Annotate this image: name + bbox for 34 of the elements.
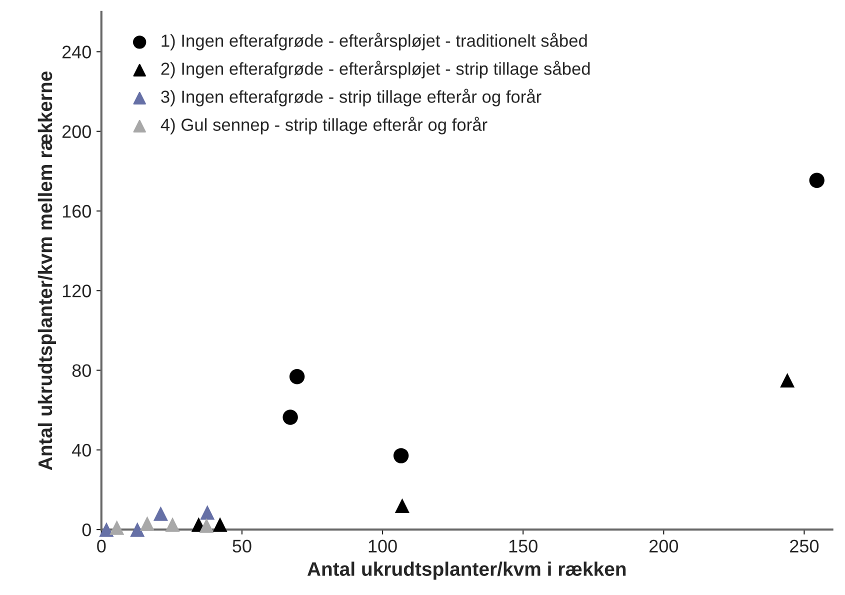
legend-label: 4) Gul sennep - strip tillage efterår og forår — [160, 116, 488, 134]
point — [165, 517, 180, 532]
legend-label: 1) Ingen efterafgrøde - efterårspløjet - traditionelt såbed — [162, 32, 587, 50]
x-tick-label: 0 — [97, 540, 106, 553]
point — [110, 520, 124, 535]
y-tick-label: 120 — [62, 284, 91, 298]
point — [99, 522, 114, 537]
point — [153, 506, 168, 521]
point — [393, 448, 409, 464]
legend-label: 3) Ingen efterafgrøde - strip tillage efterår og forår — [161, 88, 542, 106]
legend-label: 2) Ingen efterafgrøde - efterårspløjet - strip tillage såbed — [161, 60, 590, 78]
x-tick-label: 250 — [790, 540, 819, 553]
point — [780, 372, 795, 388]
y-tick-label: 0 — [82, 523, 91, 536]
point — [394, 498, 410, 513]
x-axis-title: Antal ukrudtsplanter/kvm i rækken — [307, 562, 626, 580]
point — [130, 522, 145, 537]
point — [199, 518, 214, 533]
point — [140, 516, 155, 531]
x-tick-label: 50 — [232, 540, 252, 553]
point — [282, 410, 298, 425]
y-tick-label: 80 — [72, 364, 91, 377]
point — [212, 517, 228, 532]
point — [809, 172, 824, 188]
x-tick-label: 100 — [368, 540, 397, 553]
y-tick-label: 240 — [62, 46, 91, 58]
y-tick-label: 40 — [72, 444, 91, 457]
y-tick-label: 160 — [62, 204, 91, 218]
y-axis-title: Antal ukrudtsplanter/kvm mellem rækkerne — [38, 71, 56, 470]
x-tick-label: 200 — [649, 540, 678, 553]
point — [289, 369, 305, 384]
x-tick-label: 150 — [509, 540, 538, 553]
point — [200, 505, 215, 520]
y-tick-label: 200 — [62, 125, 91, 138]
